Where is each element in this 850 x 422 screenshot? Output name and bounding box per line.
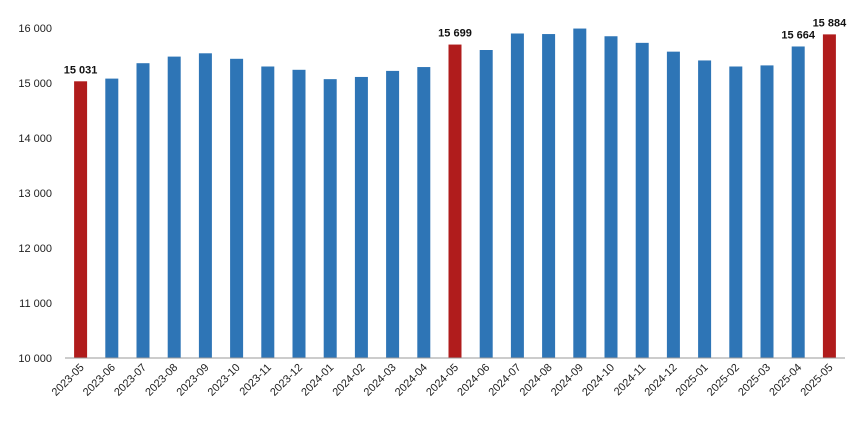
x-tick-label: 2023-12 — [268, 362, 305, 399]
bar — [105, 78, 119, 358]
x-tick-label: 2023-09 — [174, 362, 211, 399]
x-tick-label: 2025-05 — [798, 362, 835, 399]
x-tick-label: 2023-10 — [206, 362, 243, 399]
x-tick-label: 2025-04 — [767, 362, 804, 399]
bar — [510, 33, 524, 358]
bar — [604, 36, 618, 358]
y-tick-label: 13 000 — [18, 188, 52, 200]
bar — [136, 63, 150, 358]
data-label: 15 664 — [781, 29, 816, 41]
bar — [542, 34, 556, 359]
bar — [666, 51, 680, 359]
y-tick-label: 12 000 — [18, 243, 52, 255]
x-tick-label: 2025-01 — [674, 362, 711, 399]
bar — [573, 28, 587, 359]
x-tick-label: 2023-05 — [50, 362, 87, 399]
bar — [635, 42, 649, 358]
x-axis: 2023-052023-062023-072023-082023-092023-… — [50, 357, 845, 399]
x-tick-label: 2024-12 — [642, 362, 679, 399]
bar — [198, 53, 212, 359]
bar — [354, 76, 368, 358]
y-tick-label: 10 000 — [18, 353, 52, 365]
bar — [729, 66, 743, 358]
x-tick-label: 2023-07 — [112, 362, 149, 399]
y-tick-label: 16 000 — [18, 23, 52, 35]
x-tick-label: 2024-01 — [299, 362, 336, 399]
y-tick-label: 14 000 — [18, 133, 52, 145]
bar — [74, 81, 88, 359]
x-tick-label: 2024-04 — [393, 362, 430, 399]
x-tick-label: 2024-10 — [580, 362, 617, 399]
bar — [386, 70, 400, 359]
y-tick-label: 15 000 — [18, 78, 52, 90]
x-tick-label: 2025-03 — [736, 362, 773, 399]
bar — [230, 58, 244, 359]
x-tick-label: 2024-06 — [455, 362, 492, 399]
x-tick-label: 2024-09 — [549, 362, 586, 399]
bar — [323, 79, 337, 359]
bar — [448, 44, 462, 359]
x-tick-label: 2024-05 — [424, 362, 461, 399]
x-tick-label: 2024-08 — [518, 362, 555, 399]
bar — [167, 56, 181, 358]
bars — [74, 28, 836, 359]
x-tick-label: 2024-03 — [362, 362, 399, 399]
bar — [698, 60, 712, 358]
x-tick-label: 2023-06 — [81, 362, 118, 399]
y-axis: 10 000 11 000 12 000 13 000 14 000 15 000 16 0… — [18, 23, 52, 365]
bar — [791, 46, 805, 358]
bar — [292, 69, 306, 359]
x-tick-label: 2024-07 — [486, 362, 523, 399]
bar — [417, 67, 431, 359]
bar — [822, 34, 836, 358]
bar — [760, 65, 774, 359]
x-tick-label: 2024-11 — [612, 362, 648, 398]
x-tick-label: 2025-02 — [705, 362, 742, 399]
x-tick-label: 2023-11 — [237, 362, 273, 398]
data-label: 15 699 — [438, 28, 472, 40]
bar — [261, 66, 275, 358]
x-tick-label: 2024-02 — [330, 362, 367, 399]
y-tick-label: 11 000 — [19, 298, 52, 310]
bar — [479, 50, 493, 358]
data-label: 15 031 — [64, 64, 98, 76]
data-label: 15 884 — [813, 17, 848, 29]
x-tick-label: 2023-08 — [143, 362, 180, 399]
